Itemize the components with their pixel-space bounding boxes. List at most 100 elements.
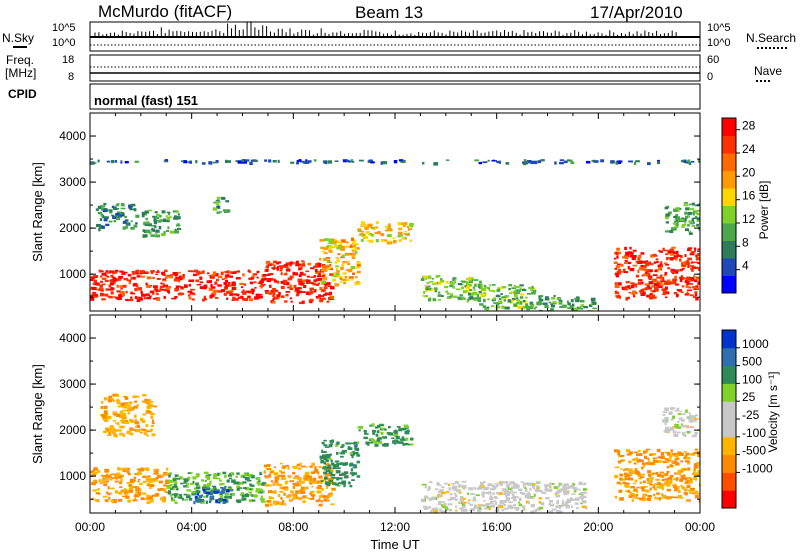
data-cell bbox=[233, 270, 237, 273]
data-cell bbox=[508, 501, 513, 504]
data-cell bbox=[685, 262, 691, 266]
data-cell bbox=[492, 284, 496, 286]
data-cell bbox=[679, 410, 683, 413]
data-cell bbox=[468, 487, 473, 491]
data-cell bbox=[687, 289, 692, 291]
data-cell bbox=[641, 260, 646, 264]
data-cell bbox=[241, 498, 245, 501]
data-cell bbox=[360, 223, 365, 227]
data-cell bbox=[227, 290, 232, 293]
data-cell bbox=[119, 285, 122, 289]
data-cell bbox=[153, 221, 158, 225]
data-cell bbox=[396, 426, 401, 428]
data-cell bbox=[687, 159, 691, 163]
data-cell bbox=[447, 483, 451, 486]
data-cell bbox=[687, 430, 690, 434]
data-cell bbox=[327, 244, 330, 248]
xlabel: Time UT bbox=[370, 537, 419, 552]
data-cell bbox=[193, 269, 199, 273]
data-cell bbox=[673, 483, 677, 486]
data-cell bbox=[423, 505, 427, 509]
data-cell bbox=[115, 413, 121, 417]
data-cell bbox=[526, 307, 531, 311]
data-cell bbox=[130, 428, 135, 431]
data-cell bbox=[167, 212, 171, 216]
data-cell bbox=[332, 482, 337, 485]
data-cell bbox=[100, 413, 106, 417]
data-cell bbox=[323, 268, 327, 271]
data-cell bbox=[151, 419, 155, 423]
data-cell bbox=[226, 479, 230, 483]
data-cell bbox=[657, 474, 663, 478]
data-cell bbox=[292, 471, 296, 475]
data-cell bbox=[503, 298, 506, 302]
data-cell bbox=[680, 484, 683, 488]
data-cell bbox=[174, 228, 177, 231]
data-cell bbox=[559, 301, 562, 303]
data-cell bbox=[388, 426, 391, 429]
data-cell bbox=[490, 484, 495, 487]
data-cell bbox=[272, 160, 277, 163]
data-cell bbox=[433, 282, 437, 284]
data-cell bbox=[652, 485, 656, 489]
data-cell bbox=[218, 491, 222, 493]
data-cell bbox=[280, 477, 286, 480]
data-cell bbox=[655, 471, 659, 474]
data-cell bbox=[162, 474, 165, 477]
data-cell bbox=[90, 279, 94, 281]
data-cell bbox=[335, 460, 339, 463]
data-cell bbox=[266, 265, 269, 269]
data-cell bbox=[662, 411, 668, 413]
data-cell bbox=[342, 449, 347, 453]
data-cell bbox=[212, 476, 217, 479]
data-cell bbox=[108, 270, 114, 273]
data-cell bbox=[395, 441, 400, 444]
data-cell bbox=[573, 307, 577, 311]
data-cell bbox=[556, 499, 559, 503]
data-cell bbox=[472, 496, 476, 500]
data-cell bbox=[101, 283, 106, 286]
data-cell bbox=[648, 296, 654, 300]
data-cell bbox=[522, 483, 527, 486]
data-cell bbox=[627, 251, 632, 255]
data-cell bbox=[278, 261, 282, 264]
data-cell bbox=[638, 477, 642, 480]
data-cell bbox=[159, 287, 162, 292]
data-cell bbox=[240, 474, 245, 478]
data-cell bbox=[696, 492, 700, 495]
data-cell bbox=[665, 213, 670, 217]
data-cell bbox=[570, 493, 576, 495]
data-cell bbox=[351, 249, 357, 252]
data-cell bbox=[694, 490, 699, 494]
data-cell bbox=[242, 159, 245, 163]
data-cell bbox=[637, 269, 640, 273]
data-cell bbox=[213, 473, 218, 477]
data-cell bbox=[474, 159, 480, 162]
data-cell bbox=[469, 292, 474, 296]
data-cell bbox=[695, 257, 699, 260]
data-cell bbox=[523, 486, 526, 489]
data-cell bbox=[536, 484, 539, 489]
data-cell bbox=[313, 159, 317, 162]
data-cell bbox=[688, 203, 692, 206]
data-cell bbox=[662, 461, 668, 464]
data-cell bbox=[284, 465, 290, 467]
data-cell bbox=[253, 494, 258, 498]
data-cell bbox=[188, 296, 192, 300]
data-cell bbox=[610, 160, 614, 163]
data-cell bbox=[258, 488, 263, 492]
data-cell bbox=[531, 486, 534, 489]
data-cell bbox=[90, 294, 95, 298]
data-cell bbox=[255, 490, 260, 493]
data-cell bbox=[562, 487, 568, 491]
data-cell bbox=[182, 274, 185, 277]
data-cell bbox=[120, 287, 123, 290]
data-cell bbox=[302, 500, 306, 503]
data-cell bbox=[685, 409, 688, 413]
data-cell bbox=[308, 291, 312, 295]
data-cell bbox=[672, 415, 676, 420]
data-cell bbox=[688, 230, 691, 233]
data-cell bbox=[309, 289, 313, 292]
data-cell bbox=[561, 502, 565, 506]
data-cell bbox=[616, 247, 620, 251]
